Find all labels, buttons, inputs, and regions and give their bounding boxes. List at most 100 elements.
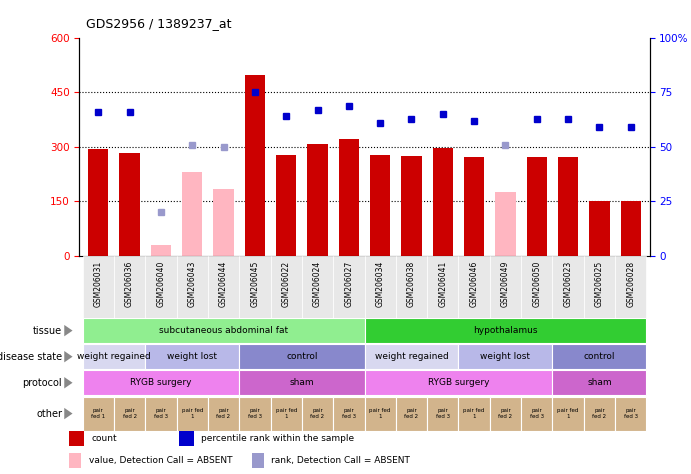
Bar bbox=[114, 256, 145, 318]
Bar bbox=[364, 370, 552, 395]
Text: GSM206022: GSM206022 bbox=[282, 261, 291, 307]
Bar bbox=[333, 256, 364, 318]
Text: pair
fed 1: pair fed 1 bbox=[91, 408, 105, 419]
Text: GSM206023: GSM206023 bbox=[564, 261, 573, 307]
Text: pair
fed 3: pair fed 3 bbox=[436, 408, 450, 419]
Text: pair
fed 2: pair fed 2 bbox=[592, 408, 607, 419]
Bar bbox=[621, 201, 641, 256]
Text: pair
fed 3: pair fed 3 bbox=[624, 408, 638, 419]
Bar bbox=[214, 189, 234, 256]
Text: pair
fed 3: pair fed 3 bbox=[342, 408, 356, 419]
Bar bbox=[458, 256, 490, 318]
Bar bbox=[552, 344, 646, 369]
Text: GSM206031: GSM206031 bbox=[94, 261, 103, 307]
Text: weight lost: weight lost bbox=[167, 352, 217, 361]
Text: GSM206027: GSM206027 bbox=[344, 261, 353, 307]
Text: protocol: protocol bbox=[23, 378, 62, 388]
Text: control: control bbox=[584, 352, 615, 361]
Text: pair
fed 3: pair fed 3 bbox=[248, 408, 262, 419]
Bar bbox=[339, 138, 359, 256]
Text: pair fed
1: pair fed 1 bbox=[182, 408, 203, 419]
Bar bbox=[558, 157, 578, 256]
Text: GSM206045: GSM206045 bbox=[250, 261, 259, 307]
Bar bbox=[527, 157, 547, 256]
Text: GSM206025: GSM206025 bbox=[595, 261, 604, 307]
Bar bbox=[151, 245, 171, 256]
Text: pair
fed 2: pair fed 2 bbox=[310, 408, 325, 419]
Bar bbox=[615, 256, 646, 318]
Bar bbox=[427, 256, 458, 318]
Text: percentile rank within the sample: percentile rank within the sample bbox=[201, 434, 354, 443]
Text: weight regained: weight regained bbox=[77, 352, 151, 361]
Text: count: count bbox=[92, 434, 117, 443]
Bar bbox=[464, 157, 484, 256]
Text: pair
fed 3: pair fed 3 bbox=[154, 408, 168, 419]
Bar bbox=[364, 318, 646, 343]
Bar bbox=[364, 396, 396, 430]
Bar bbox=[333, 396, 364, 430]
Text: rank, Detection Call = ABSENT: rank, Detection Call = ABSENT bbox=[271, 456, 410, 465]
Text: control: control bbox=[286, 352, 318, 361]
Bar bbox=[495, 192, 515, 256]
Bar bbox=[276, 155, 296, 256]
Bar bbox=[83, 256, 114, 318]
Text: GSM206028: GSM206028 bbox=[626, 261, 635, 307]
Text: pair fed
1: pair fed 1 bbox=[276, 408, 297, 419]
Bar bbox=[83, 344, 145, 369]
Text: RYGB surgery: RYGB surgery bbox=[428, 378, 489, 387]
Bar bbox=[114, 396, 145, 430]
Bar bbox=[177, 396, 208, 430]
Bar bbox=[302, 396, 333, 430]
Text: GSM206043: GSM206043 bbox=[188, 261, 197, 307]
Bar bbox=[271, 396, 302, 430]
Text: GDS2956 / 1389237_at: GDS2956 / 1389237_at bbox=[86, 17, 232, 30]
Text: GSM206049: GSM206049 bbox=[501, 261, 510, 307]
Bar bbox=[552, 370, 646, 395]
Text: pair
fed 3: pair fed 3 bbox=[530, 408, 544, 419]
Bar bbox=[145, 344, 239, 369]
Bar bbox=[396, 396, 427, 430]
Text: pair fed
1: pair fed 1 bbox=[558, 408, 579, 419]
Text: weight lost: weight lost bbox=[480, 352, 531, 361]
Bar bbox=[83, 370, 239, 395]
Bar bbox=[521, 256, 552, 318]
Text: GSM206038: GSM206038 bbox=[407, 261, 416, 307]
Bar bbox=[490, 256, 521, 318]
Bar bbox=[69, 431, 84, 447]
Bar bbox=[83, 396, 114, 430]
Text: GSM206041: GSM206041 bbox=[438, 261, 447, 307]
Text: GSM206024: GSM206024 bbox=[313, 261, 322, 307]
Bar bbox=[307, 144, 328, 256]
Text: GSM206046: GSM206046 bbox=[470, 261, 479, 307]
Bar bbox=[182, 173, 202, 256]
Bar bbox=[120, 153, 140, 256]
Text: GSM206040: GSM206040 bbox=[156, 261, 165, 307]
Bar bbox=[521, 396, 552, 430]
Text: hypothalamus: hypothalamus bbox=[473, 326, 538, 335]
Bar bbox=[584, 396, 615, 430]
Text: sham: sham bbox=[587, 378, 612, 387]
Bar bbox=[552, 256, 584, 318]
Bar bbox=[370, 155, 390, 256]
Text: sham: sham bbox=[290, 378, 314, 387]
Text: other: other bbox=[36, 409, 62, 419]
Bar bbox=[490, 396, 521, 430]
Bar bbox=[364, 256, 396, 318]
Bar bbox=[271, 256, 302, 318]
Text: pair
fed 2: pair fed 2 bbox=[404, 408, 419, 419]
Text: GSM206044: GSM206044 bbox=[219, 261, 228, 307]
Text: weight regained: weight regained bbox=[375, 352, 448, 361]
Bar bbox=[239, 396, 271, 430]
Bar bbox=[458, 344, 552, 369]
Bar bbox=[427, 396, 458, 430]
Text: RYGB surgery: RYGB surgery bbox=[130, 378, 191, 387]
Text: pair fed
1: pair fed 1 bbox=[370, 408, 391, 419]
Text: GSM206034: GSM206034 bbox=[376, 261, 385, 307]
Bar bbox=[433, 148, 453, 256]
Text: disease state: disease state bbox=[0, 352, 62, 362]
Bar bbox=[302, 256, 333, 318]
Bar bbox=[145, 396, 177, 430]
Text: value, Detection Call = ABSENT: value, Detection Call = ABSENT bbox=[88, 456, 232, 465]
Bar bbox=[83, 318, 364, 343]
Bar bbox=[239, 344, 364, 369]
